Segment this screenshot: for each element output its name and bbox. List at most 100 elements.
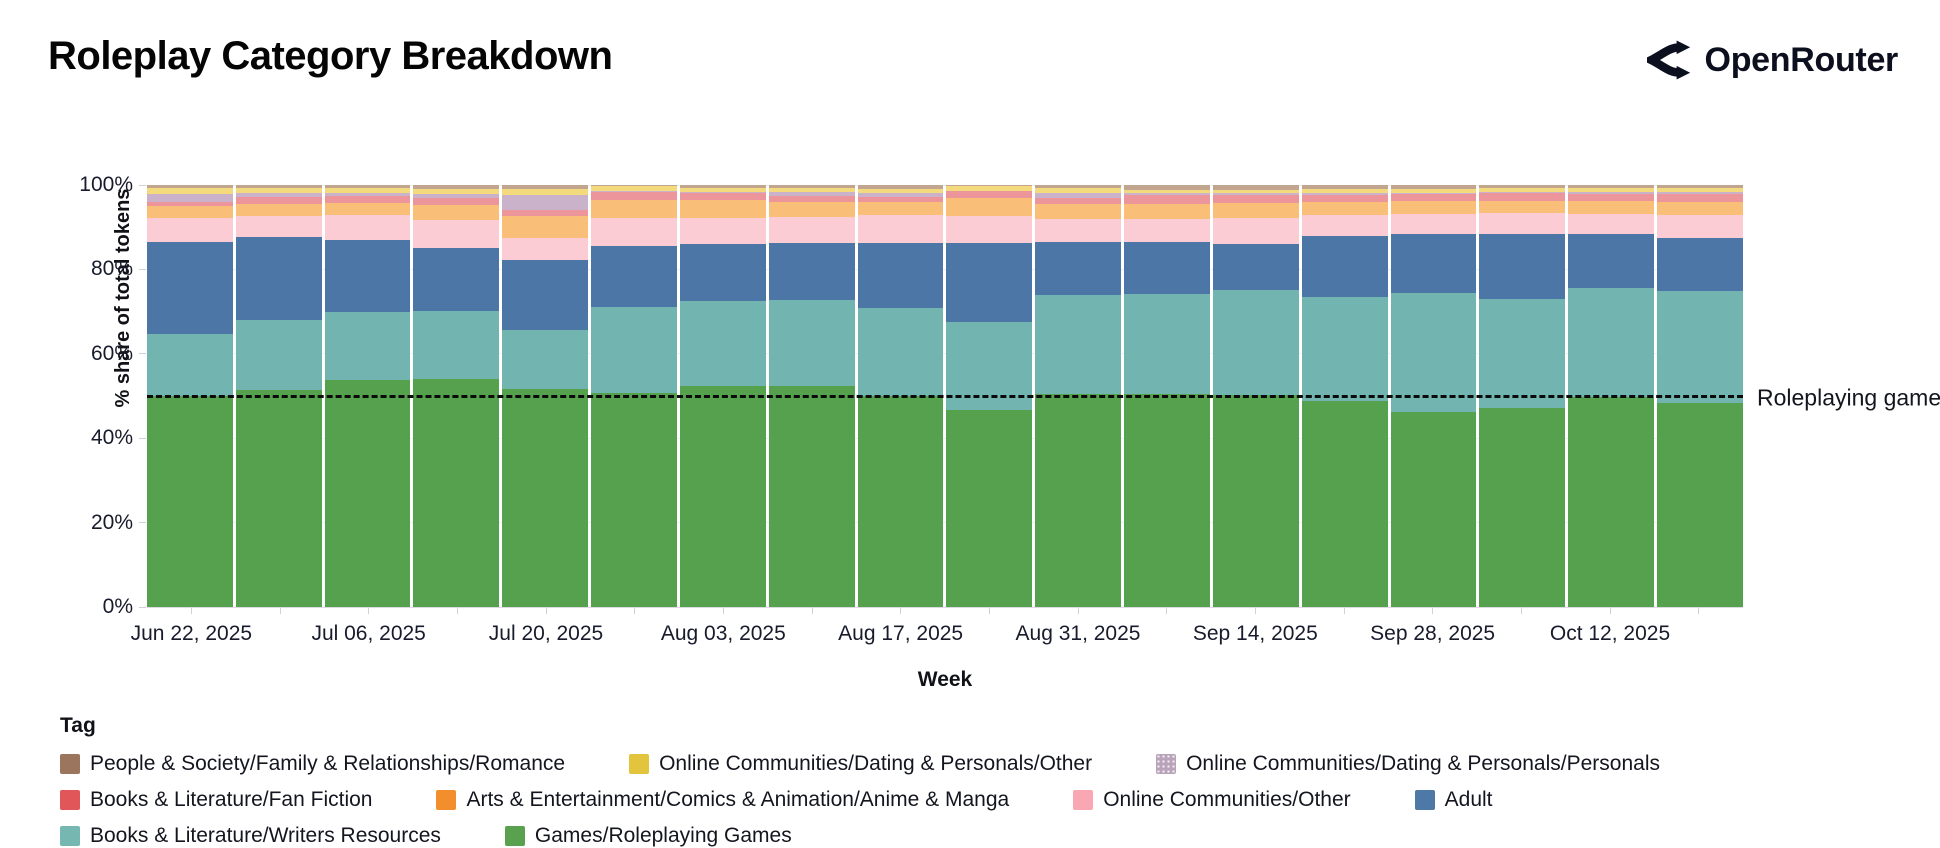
bar-segment[interactable] xyxy=(1213,218,1299,245)
bar-segment[interactable] xyxy=(1479,201,1565,213)
bar-segment[interactable] xyxy=(1479,408,1565,607)
bar-segment[interactable] xyxy=(1302,195,1388,202)
bar-segment[interactable] xyxy=(591,307,677,393)
bar-segment[interactable] xyxy=(946,198,1032,217)
bar-segment[interactable] xyxy=(413,198,499,205)
bar-segment[interactable] xyxy=(858,215,944,243)
bar-segment[interactable] xyxy=(413,379,499,607)
bar-segment[interactable] xyxy=(591,192,677,200)
bar-segment[interactable] xyxy=(1035,295,1121,394)
bar-segment[interactable] xyxy=(858,243,944,308)
bar-segment[interactable] xyxy=(1302,215,1388,236)
bar-segment[interactable] xyxy=(413,205,499,220)
bar-segment[interactable] xyxy=(591,246,677,308)
bar-segment[interactable] xyxy=(946,216,1032,243)
bar-segment[interactable] xyxy=(1568,288,1654,396)
bar-segment[interactable] xyxy=(1568,397,1654,607)
bar-segment[interactable] xyxy=(502,389,588,607)
bar-segment[interactable] xyxy=(325,312,411,380)
bar-segment[interactable] xyxy=(1124,394,1210,607)
bar-segment[interactable] xyxy=(1124,294,1210,394)
bar-segment[interactable] xyxy=(413,311,499,379)
bar-segment[interactable] xyxy=(1479,193,1565,201)
bar-segment[interactable] xyxy=(1213,195,1299,203)
bar-segment[interactable] xyxy=(1391,201,1477,214)
bar-segment[interactable] xyxy=(147,218,233,242)
bar-segment[interactable] xyxy=(502,216,588,238)
bar-segment[interactable] xyxy=(769,202,855,217)
bar-segment[interactable] xyxy=(502,195,588,210)
bar-segment[interactable] xyxy=(236,390,322,607)
bar-segment[interactable] xyxy=(1035,242,1121,295)
bar-segment[interactable] xyxy=(325,215,411,241)
bar-segment[interactable] xyxy=(502,330,588,389)
bar-segment[interactable] xyxy=(1213,203,1299,217)
bar-segment[interactable] xyxy=(413,248,499,311)
bar-segment[interactable] xyxy=(1213,395,1299,607)
bar-segment[interactable] xyxy=(1657,403,1743,607)
bar-segment[interactable] xyxy=(1657,238,1743,292)
bar-segment[interactable] xyxy=(1568,194,1654,201)
bar-segment[interactable] xyxy=(1035,219,1121,243)
bar-segment[interactable] xyxy=(1124,204,1210,219)
bar-segment[interactable] xyxy=(591,218,677,246)
bar-segment[interactable] xyxy=(236,216,322,237)
bar-segment[interactable] xyxy=(680,193,766,201)
bar-segment[interactable] xyxy=(1657,202,1743,215)
bar-segment[interactable] xyxy=(147,194,233,202)
bar-segment[interactable] xyxy=(1035,394,1121,607)
bar-segment[interactable] xyxy=(1124,219,1210,242)
bar-segment[interactable] xyxy=(1391,234,1477,294)
bar-segment[interactable] xyxy=(769,243,855,300)
bar-segment[interactable] xyxy=(1657,194,1743,202)
bar-segment[interactable] xyxy=(325,240,411,311)
bar-segment[interactable] xyxy=(946,191,1032,198)
bar-segment[interactable] xyxy=(236,320,322,390)
bar-segment[interactable] xyxy=(236,237,322,320)
bar-segment[interactable] xyxy=(502,260,588,330)
bar-segment[interactable] xyxy=(1213,244,1299,290)
bar-segment[interactable] xyxy=(858,308,944,396)
bar-segment[interactable] xyxy=(147,334,233,396)
bar-segment[interactable] xyxy=(1213,290,1299,395)
bar-segment[interactable] xyxy=(591,393,677,607)
bar-segment[interactable] xyxy=(1479,213,1565,234)
bar-segment[interactable] xyxy=(325,196,411,203)
bar-segment[interactable] xyxy=(680,386,766,607)
bar-segment[interactable] xyxy=(680,200,766,217)
bar-segment[interactable] xyxy=(413,220,499,248)
bar-segment[interactable] xyxy=(1568,214,1654,234)
bar-segment[interactable] xyxy=(858,202,944,216)
bar-segment[interactable] xyxy=(236,197,322,204)
bar-segment[interactable] xyxy=(1391,194,1477,201)
bar-segment[interactable] xyxy=(236,204,322,217)
bar-segment[interactable] xyxy=(1035,204,1121,219)
bar-segment[interactable] xyxy=(680,301,766,386)
bar-segment[interactable] xyxy=(325,380,411,607)
bar-segment[interactable] xyxy=(946,243,1032,322)
bar-segment[interactable] xyxy=(1302,202,1388,215)
bar-segment[interactable] xyxy=(1124,242,1210,294)
bar-segment[interactable] xyxy=(769,217,855,243)
bar-segment[interactable] xyxy=(946,410,1032,607)
bar-segment[interactable] xyxy=(1568,234,1654,288)
bar-segment[interactable] xyxy=(591,200,677,218)
bar-segment[interactable] xyxy=(1302,297,1388,401)
bar-segment[interactable] xyxy=(502,238,588,260)
bar-segment[interactable] xyxy=(1657,215,1743,238)
bar-segment[interactable] xyxy=(769,300,855,386)
bar-segment[interactable] xyxy=(858,396,944,607)
bar-segment[interactable] xyxy=(1391,214,1477,234)
bar-segment[interactable] xyxy=(1124,195,1210,204)
bar-segment[interactable] xyxy=(325,203,411,214)
bar-segment[interactable] xyxy=(1302,236,1388,297)
bar-segment[interactable] xyxy=(1479,299,1565,408)
bar-segment[interactable] xyxy=(1657,291,1743,402)
bar-segment[interactable] xyxy=(680,244,766,301)
bar-segment[interactable] xyxy=(147,396,233,607)
bar-segment[interactable] xyxy=(769,386,855,607)
bar-segment[interactable] xyxy=(147,242,233,334)
bar-segment[interactable] xyxy=(147,206,233,218)
bar-segment[interactable] xyxy=(1479,234,1565,299)
bar-segment[interactable] xyxy=(1391,412,1477,607)
